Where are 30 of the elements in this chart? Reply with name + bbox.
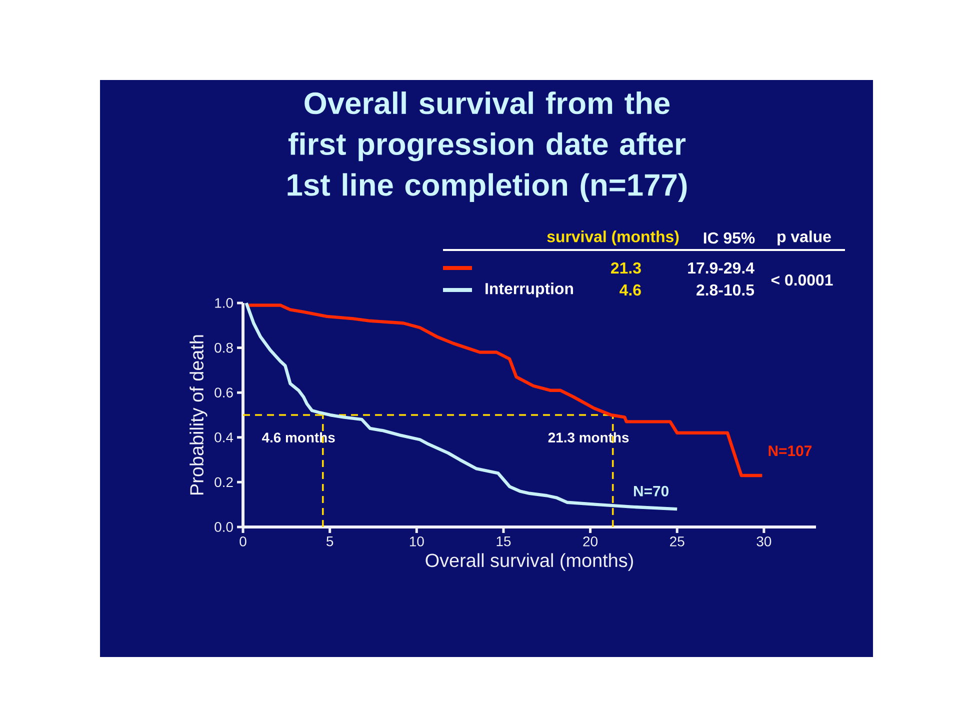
legend-label: Interruption	[486, 282, 573, 298]
text: < 0.0001	[771, 274, 833, 286]
x-tick-label: 20	[583, 536, 598, 546]
annotation: N=70	[634, 486, 668, 496]
text: 2.8-10.5	[696, 284, 754, 296]
text: survival (months)	[547, 230, 679, 246]
x-tick-label: 30	[756, 536, 772, 546]
y-tick-label: 0.4	[214, 432, 234, 442]
text: 4.6	[620, 284, 641, 296]
line-series	[247, 304, 764, 478]
annotation: N=107	[768, 446, 812, 456]
x-axis-title: Overall survival (months)	[426, 553, 633, 571]
x-tick-label: 5	[326, 536, 334, 546]
ref-line-label: 21.3 months	[548, 432, 629, 443]
text: 21.3	[611, 262, 641, 274]
y-tick-label: 1.0	[215, 298, 233, 308]
x-tick-label: 15	[496, 536, 511, 546]
y-axis-title: Probability of death	[190, 335, 208, 494]
x-tick-label: 25	[670, 536, 684, 546]
ref-line-label: 4.6 months	[262, 432, 335, 443]
y-tick-label: 0.8	[214, 342, 233, 353]
x-tick-label: 10	[410, 536, 424, 546]
chart-title: Overall survival from the first progression date after 1st line completion (n=177)	[288, 91, 687, 202]
y-tick-label: 0.0	[214, 522, 233, 532]
y-tick-label: 0.2	[214, 477, 233, 488]
text: IC 95%	[704, 232, 755, 244]
text: 17.9-29.4	[688, 262, 754, 274]
y-tick-label: 0.6	[214, 388, 233, 398]
text: p value	[778, 230, 831, 246]
x-tick-label: 0	[240, 536, 246, 546]
